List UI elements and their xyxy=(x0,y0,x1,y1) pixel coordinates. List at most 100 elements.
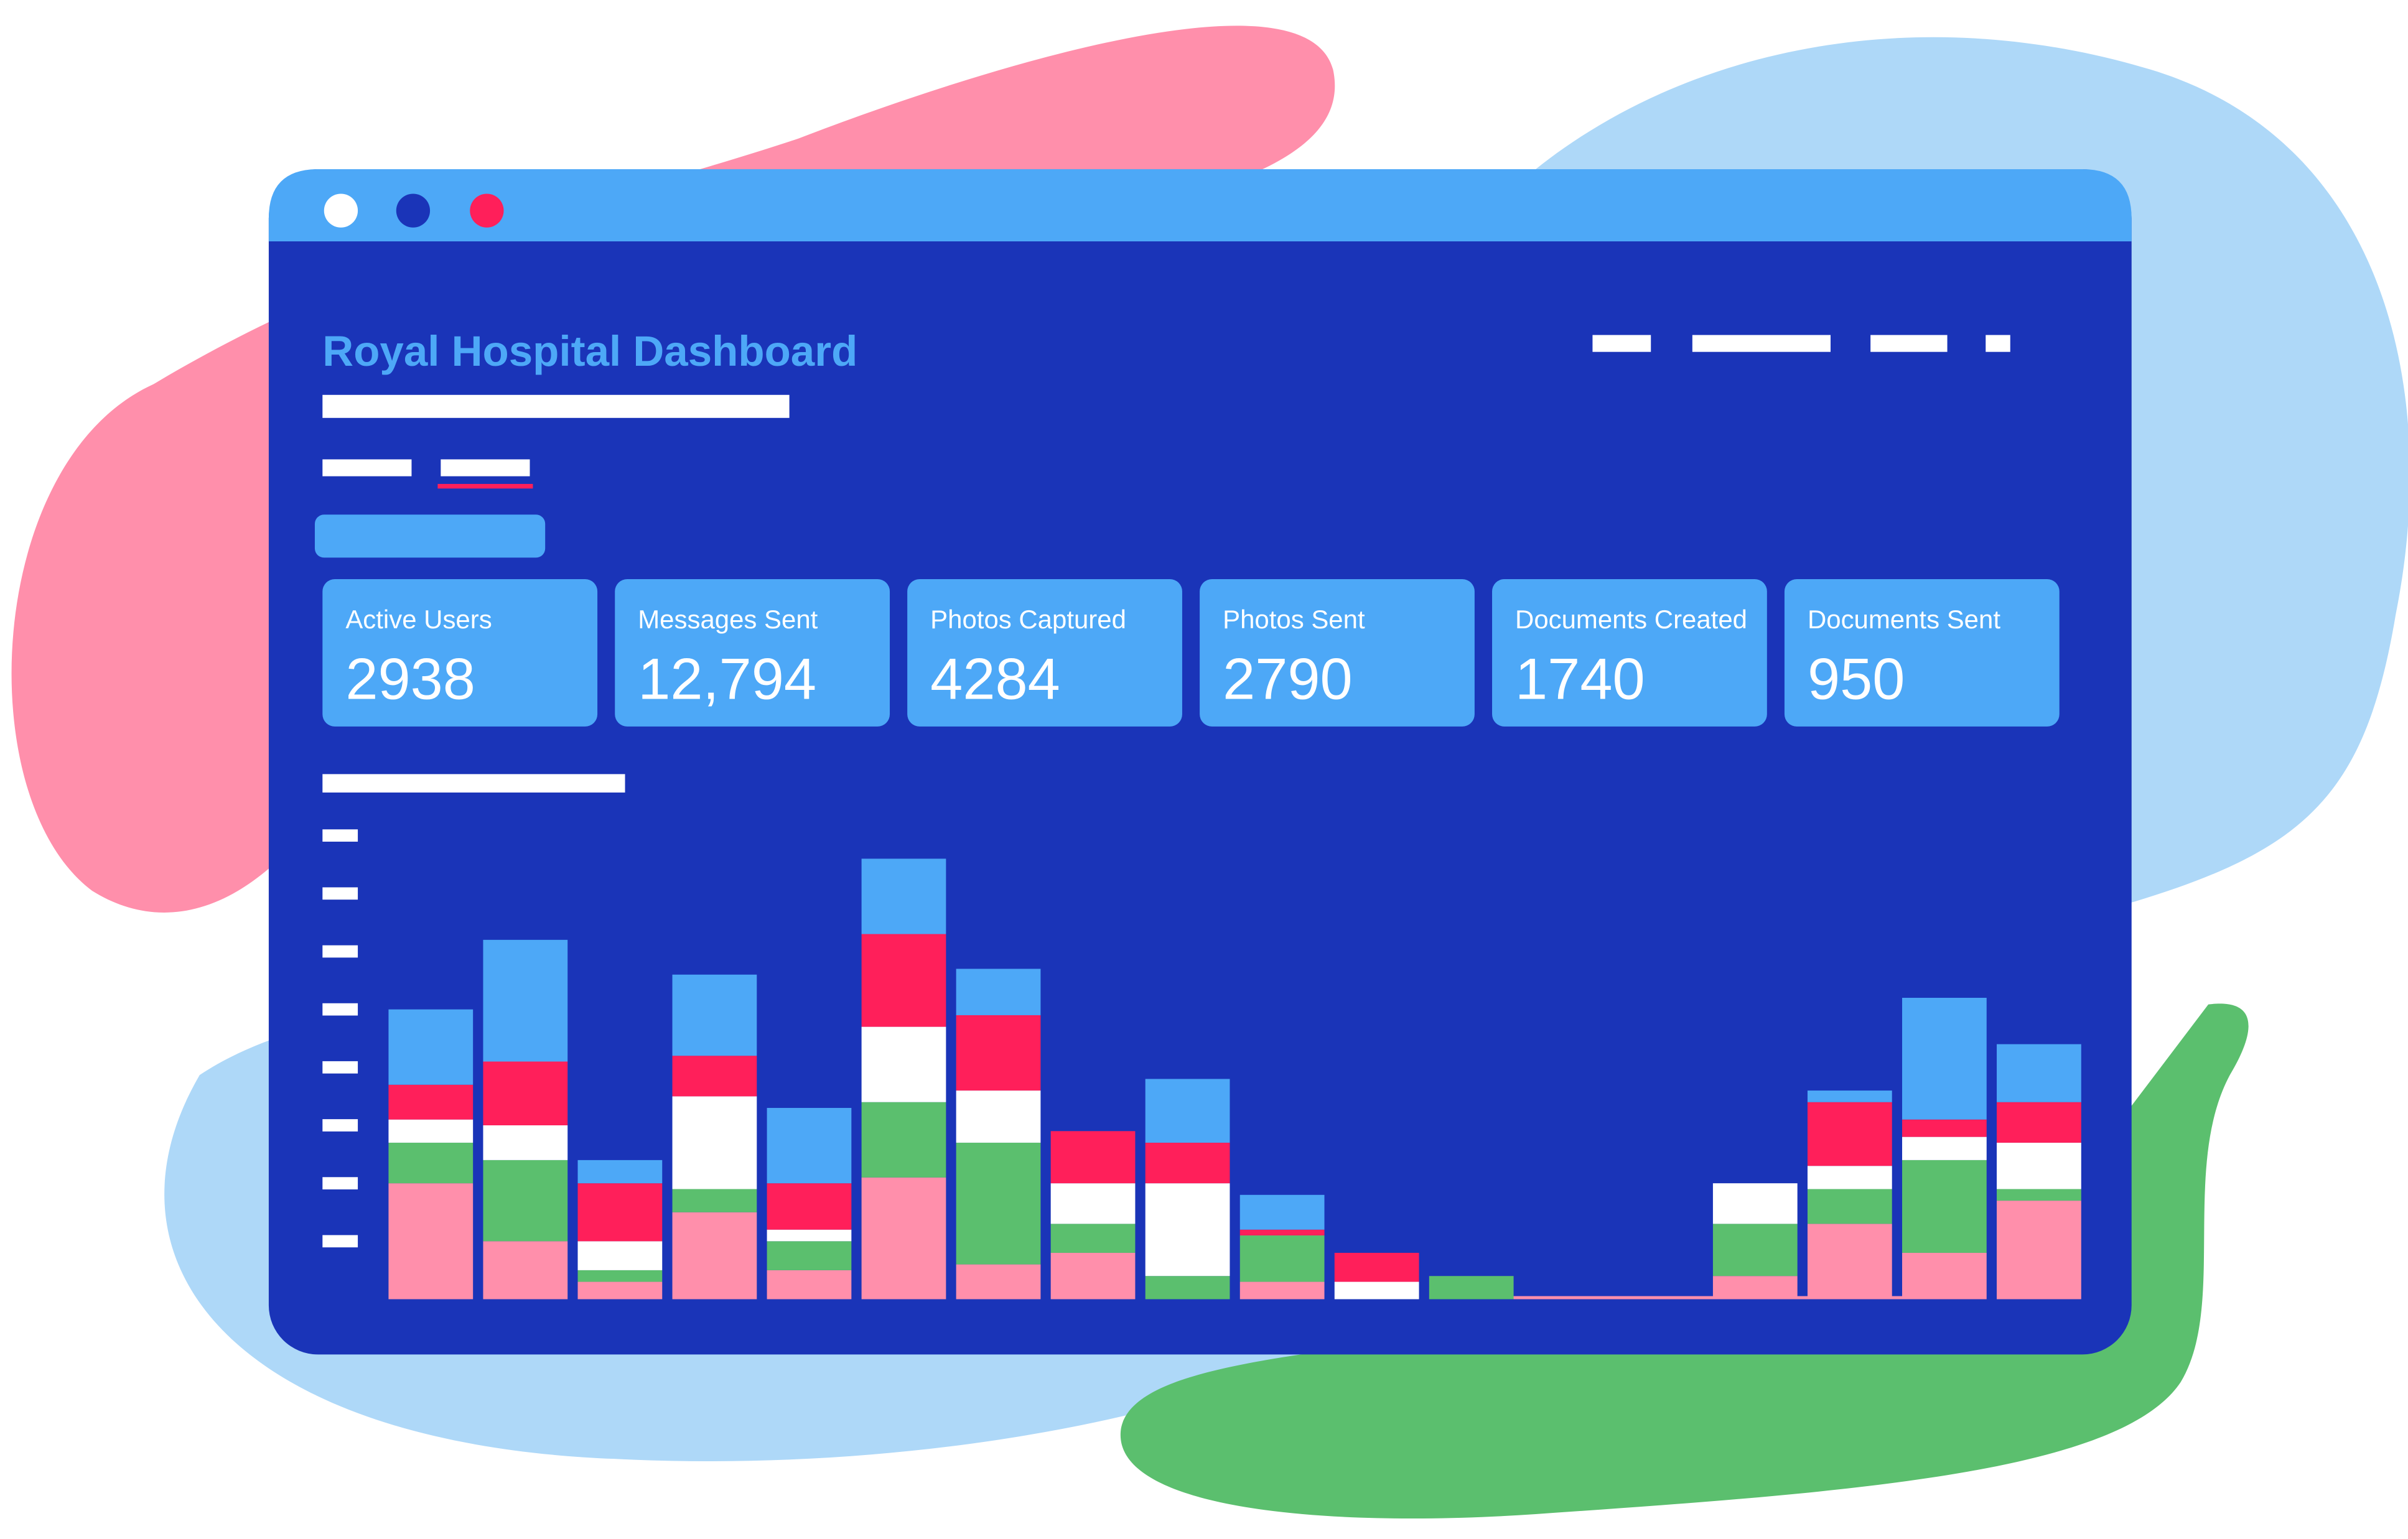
stat-value: 950 xyxy=(1808,646,1905,711)
bar-segment xyxy=(483,1061,568,1125)
bar-segment xyxy=(1902,1252,1987,1300)
y-tick xyxy=(322,1003,358,1016)
bar-segment xyxy=(577,1183,663,1242)
bar-segment xyxy=(767,1108,852,1184)
bar-segment xyxy=(956,969,1041,1015)
bar-segment xyxy=(672,1096,757,1189)
y-tick xyxy=(322,887,358,900)
subtitle-placeholder xyxy=(322,394,790,418)
bar-segment xyxy=(861,934,946,1027)
bar-segment xyxy=(1145,1079,1230,1143)
bar-segment xyxy=(483,1160,568,1242)
bar-segment xyxy=(1050,1224,1136,1253)
stat-label: Photos Sent xyxy=(1223,605,1365,634)
button[interactable] xyxy=(314,514,546,558)
stat-card[interactable] xyxy=(1492,579,1767,727)
dashboard-title: Royal Hospital Dashboard xyxy=(322,327,857,375)
bar-segment xyxy=(577,1281,663,1300)
y-tick xyxy=(322,945,358,958)
bar-segment xyxy=(956,1090,1041,1143)
bar-segment xyxy=(672,1056,757,1097)
bar-segment xyxy=(767,1270,852,1300)
bar-segment xyxy=(672,1189,757,1212)
stat-value: 2938 xyxy=(345,646,475,711)
tab-underline xyxy=(437,483,533,489)
stat-label: Active Users xyxy=(345,605,492,634)
bar-segment xyxy=(1145,1183,1230,1276)
tab[interactable] xyxy=(322,459,412,477)
bar-segment xyxy=(1050,1131,1136,1184)
y-tick xyxy=(322,1235,358,1248)
bar-segment xyxy=(1712,1183,1798,1224)
bar-segment xyxy=(1712,1276,1798,1300)
bar-segment xyxy=(1997,1102,2081,1143)
bar-segment xyxy=(483,939,568,1062)
bar-segment xyxy=(483,1241,568,1300)
bar-segment xyxy=(956,1015,1041,1091)
bar-segment xyxy=(1145,1142,1230,1184)
tab[interactable] xyxy=(441,459,530,477)
stat-card[interactable] xyxy=(615,579,890,727)
stat-value: 4284 xyxy=(930,646,1060,711)
chart xyxy=(322,829,2081,1300)
bar-segment xyxy=(1807,1189,1892,1224)
window-dot[interactable] xyxy=(396,193,431,228)
bar-segment xyxy=(1997,1201,2081,1300)
nav-item[interactable] xyxy=(1692,335,1831,352)
chart-title-placeholder xyxy=(322,774,625,793)
bar-segment xyxy=(767,1241,852,1270)
stat-card[interactable] xyxy=(1784,579,2060,727)
bar-segment xyxy=(1712,1224,1798,1276)
nav-item[interactable] xyxy=(1592,335,1651,352)
stat-card[interactable] xyxy=(907,579,1182,727)
bar-segment xyxy=(1997,1044,2081,1102)
bar-segment xyxy=(1902,1137,1987,1160)
nav-item[interactable] xyxy=(1986,335,2010,352)
bar-segment xyxy=(1334,1281,1419,1300)
bar-segment xyxy=(388,1009,474,1085)
bar-segment xyxy=(1334,1252,1419,1282)
bar-segment xyxy=(577,1270,663,1282)
bar-segment xyxy=(672,1212,757,1300)
bar-segment xyxy=(956,1264,1041,1300)
bar-segment xyxy=(1807,1224,1892,1300)
bar-segment xyxy=(1239,1281,1325,1300)
blob-green xyxy=(1120,1003,2249,1519)
bar-segment xyxy=(767,1183,852,1230)
y-tick xyxy=(322,1061,358,1074)
y-tick xyxy=(322,829,358,842)
stat-value: 1740 xyxy=(1515,646,1645,711)
stat-value: 12,794 xyxy=(638,646,816,711)
bar-segment xyxy=(1997,1189,2081,1201)
bar-segment xyxy=(1902,998,1987,1120)
bar-segment xyxy=(767,1229,852,1242)
window-dot[interactable] xyxy=(470,193,504,228)
nav-item[interactable] xyxy=(1870,335,1948,352)
bar-segment xyxy=(672,974,757,1056)
stat-value: 2790 xyxy=(1223,646,1353,711)
bar-segment xyxy=(1807,1102,1892,1166)
bar-segment xyxy=(1429,1276,1514,1300)
stat-label: Documents Sent xyxy=(1808,605,2000,634)
bar-segment xyxy=(1997,1142,2081,1189)
stat-label: Photos Captured xyxy=(930,605,1126,634)
bar-segment xyxy=(1239,1229,1325,1236)
bar-segment xyxy=(861,1177,946,1300)
y-tick xyxy=(322,1119,358,1132)
bar-segment xyxy=(956,1142,1041,1265)
bar-segment xyxy=(1239,1235,1325,1282)
bar-segment xyxy=(1902,1160,1987,1253)
y-tick xyxy=(322,1177,358,1190)
stat-label: Messages Sent xyxy=(638,605,818,634)
window-dot[interactable] xyxy=(324,193,358,228)
bar-segment xyxy=(577,1160,663,1184)
stat-card[interactable] xyxy=(322,579,598,727)
bar-segment xyxy=(1145,1276,1230,1300)
bar-segment xyxy=(1902,1119,1987,1137)
stat-card[interactable] xyxy=(1200,579,1475,727)
cards: Active Users 2938 Messages Sent 12,794 Photo… xyxy=(322,579,2060,727)
bar-segment xyxy=(388,1183,474,1300)
bar-segment xyxy=(388,1142,474,1184)
bar-segment xyxy=(1807,1090,1892,1102)
bar-segment xyxy=(861,1102,946,1178)
